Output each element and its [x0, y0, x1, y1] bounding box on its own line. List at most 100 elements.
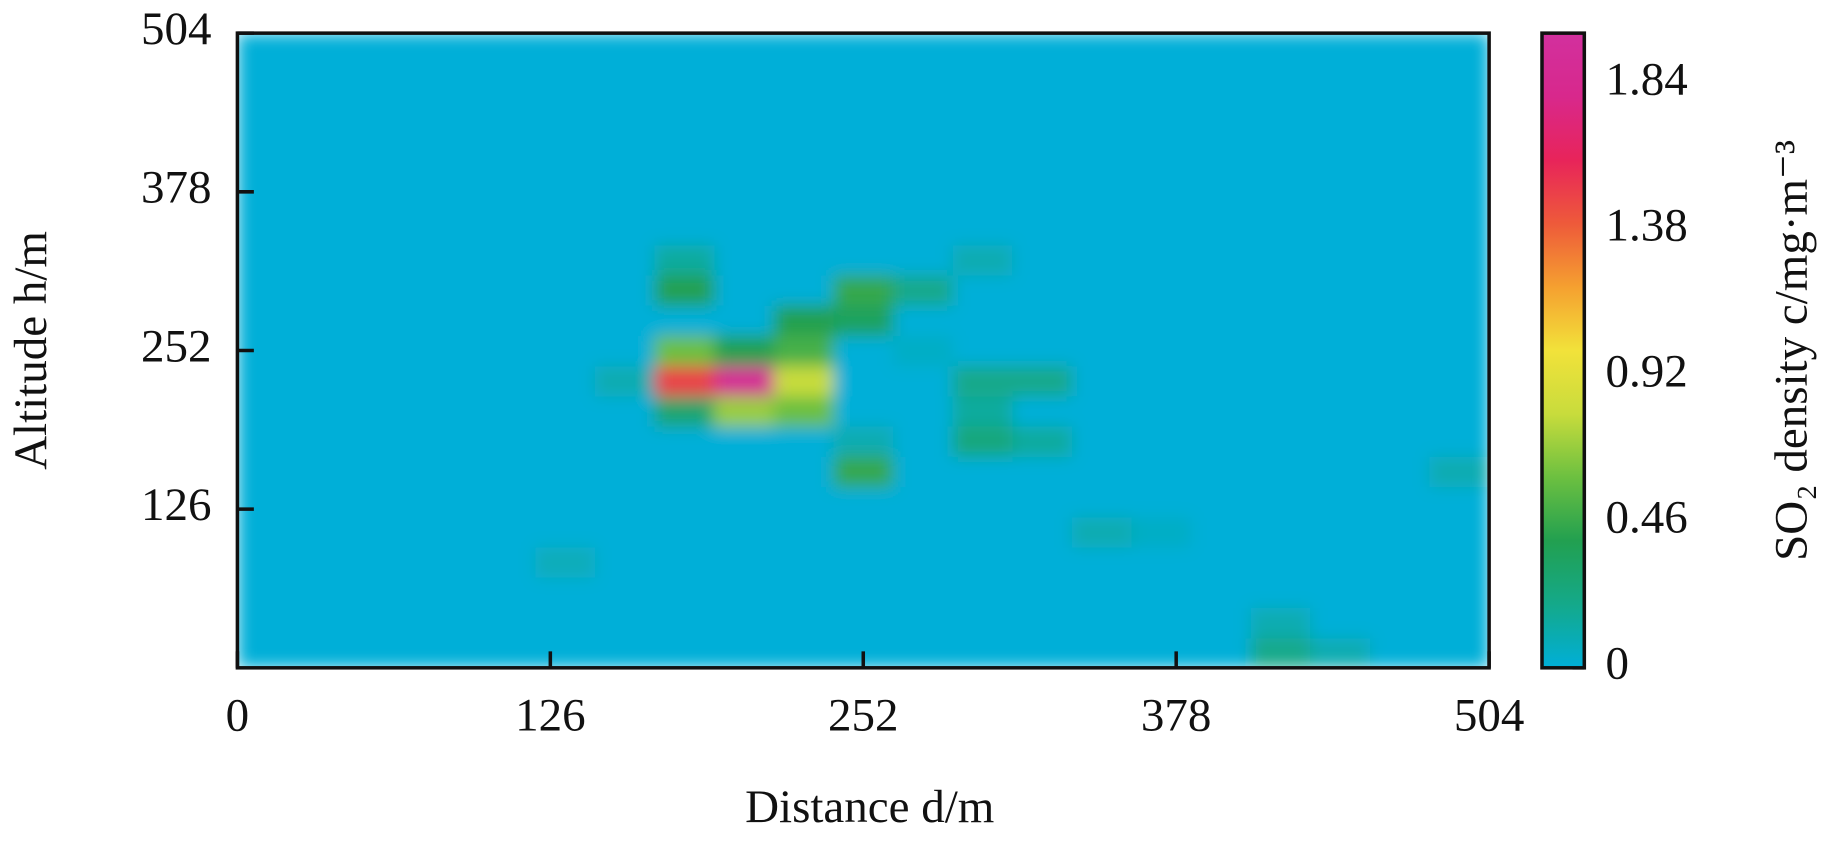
heatmap-cell	[654, 93, 715, 125]
heatmap-cell	[833, 426, 894, 457]
heatmap-cell	[952, 33, 1013, 64]
heatmap-cell	[1191, 93, 1252, 125]
heatmap-cell	[1131, 154, 1192, 185]
heatmap-cell	[1310, 637, 1371, 668]
heatmap-cell	[1429, 305, 1490, 336]
heatmap-cell	[535, 184, 596, 216]
heatmap-cell	[1131, 274, 1192, 306]
heatmap-cell	[1310, 577, 1371, 608]
heatmap-cell	[773, 456, 835, 488]
heatmap-cell	[1012, 577, 1073, 608]
heatmap-cell	[1191, 395, 1252, 427]
heatmap-cell	[1429, 214, 1490, 246]
heatmap-cell	[773, 184, 835, 216]
heatmap-cell	[237, 426, 298, 457]
heatmap-cell	[714, 365, 775, 397]
heatmap-cell	[893, 335, 954, 367]
heatmap-cell	[833, 154, 894, 185]
heatmap-cell	[356, 33, 417, 64]
heatmap-cell	[1071, 154, 1133, 185]
heatmap-cell	[952, 607, 1013, 639]
heatmap-cell	[893, 63, 954, 95]
heatmap-cell	[416, 607, 477, 639]
heatmap-cell	[1250, 335, 1311, 367]
heatmap-cell	[1369, 244, 1431, 276]
heatmap-cell	[356, 305, 417, 336]
heatmap-cell	[297, 93, 358, 125]
heatmap-cell	[1071, 274, 1133, 306]
heatmap-cell	[1369, 214, 1431, 246]
heatmap-cell	[475, 63, 537, 95]
heatmap-cell	[416, 305, 477, 336]
heatmap-cell	[1012, 456, 1073, 488]
heatmap-cell	[237, 274, 298, 306]
heatmap-cell	[773, 305, 835, 336]
heatmap-cell	[773, 637, 835, 668]
heatmap-cell	[1369, 546, 1431, 578]
heatmap-cell	[237, 154, 298, 185]
heatmap-cell	[356, 93, 417, 125]
y-tick-label: 378	[141, 162, 211, 214]
colorbar-title: SO₂ density c/mg·m⁻³	[1766, 140, 1818, 561]
heatmap-cell	[1131, 335, 1192, 367]
heatmap-cell	[833, 305, 894, 336]
heatmap-cell	[1191, 33, 1252, 64]
heatmap-cell	[535, 607, 596, 639]
heatmap-cell	[475, 184, 537, 216]
heatmap-cell	[535, 244, 596, 276]
heatmap-cell	[1250, 516, 1311, 548]
heatmap-cell	[833, 486, 894, 518]
heatmap-cell	[297, 577, 358, 608]
heatmap-cell	[1191, 63, 1252, 95]
heatmap-cell	[654, 184, 715, 216]
heatmap-cell	[595, 607, 656, 639]
heatmap-cell	[356, 577, 417, 608]
heatmap-cell	[893, 546, 954, 578]
heatmap-cell	[893, 516, 954, 548]
heatmap-cell	[1250, 426, 1311, 457]
heatmap-cell	[952, 305, 1013, 336]
heatmap-cell	[416, 63, 477, 95]
heatmap-cell	[1012, 426, 1073, 457]
heatmap-cell	[356, 365, 417, 397]
heatmap-cell	[654, 244, 715, 276]
heatmap-cell	[237, 516, 298, 548]
heatmap-cell	[1369, 154, 1431, 185]
heatmap-cell	[297, 365, 358, 397]
heatmap-cell	[1012, 274, 1073, 306]
heatmap-cell	[714, 244, 775, 276]
heatmap-cell	[595, 93, 656, 125]
heatmap-cell	[773, 123, 835, 155]
heatmap-cell	[1131, 93, 1192, 125]
heatmap-cell	[416, 33, 477, 64]
heatmap-cell	[535, 33, 596, 64]
heatmap-cell	[1310, 123, 1371, 155]
heatmap-cell	[297, 395, 358, 427]
heatmap-cell	[1071, 93, 1133, 125]
heatmap-cell	[654, 63, 715, 95]
heatmap-cell	[595, 244, 656, 276]
heatmap-cell	[1429, 154, 1490, 185]
heatmap-cell	[1310, 426, 1371, 457]
heatmap-cell	[1131, 456, 1192, 488]
heatmap-cell	[773, 426, 835, 457]
heatmap-cell	[1071, 244, 1133, 276]
heatmap-cell	[833, 395, 894, 427]
heatmap-cell	[1250, 184, 1311, 216]
heatmap-cell	[535, 214, 596, 246]
heatmap-cell	[1131, 637, 1192, 668]
heatmap-cell	[297, 33, 358, 64]
heatmap-cell	[475, 486, 537, 518]
heatmap-cell	[714, 546, 775, 578]
heatmap-cell	[1071, 214, 1133, 246]
heatmap-cell	[1429, 33, 1490, 64]
heatmap-cell	[1012, 63, 1073, 95]
heatmap-cell	[1310, 33, 1371, 64]
heatmap-cell	[1369, 577, 1431, 608]
heatmap-cell	[893, 305, 954, 336]
heatmap-cell	[475, 244, 537, 276]
heatmap-cell	[893, 154, 954, 185]
heatmap-cell	[237, 123, 298, 155]
heatmap-cell	[1369, 395, 1431, 427]
heatmap-cell	[1250, 154, 1311, 185]
